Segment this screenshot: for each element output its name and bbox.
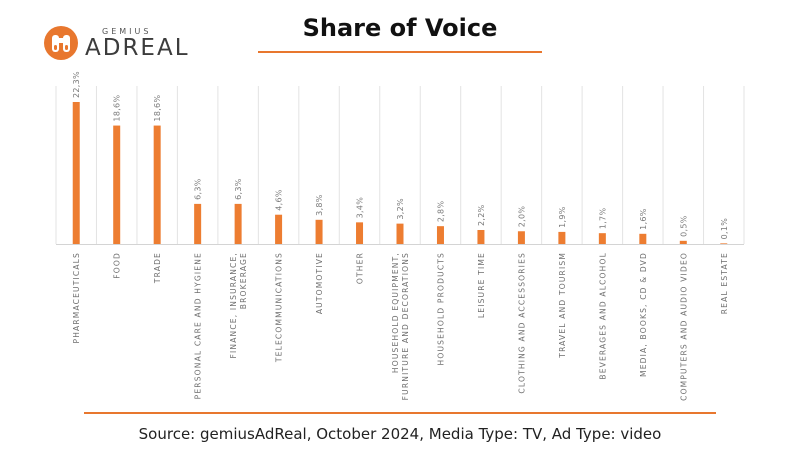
data-label: 18,6%	[113, 95, 122, 122]
category-label: BROKERAGE	[239, 252, 248, 309]
bar	[477, 229, 485, 244]
bar	[558, 231, 566, 244]
source-text: Source: gemiusAdReal, October 2024, Medi…	[138, 425, 662, 443]
category-label: FINANCE, INSURANCE,	[229, 252, 238, 359]
data-label: 2,8%	[436, 201, 445, 223]
title-underline	[258, 51, 542, 53]
bar	[639, 233, 647, 244]
data-label: 0,1%	[720, 218, 729, 240]
logo-small-text: GEMIUS	[102, 27, 152, 36]
data-label: 0,5%	[679, 215, 688, 237]
category-label: COMPUTERS AND AUDIO VIDEO	[679, 252, 688, 401]
category-label: AUTOMOTIVE	[315, 252, 324, 314]
bar	[396, 223, 404, 244]
data-label: 2,0%	[517, 206, 526, 228]
binoculars-icon	[44, 26, 78, 60]
category-label: HOUSEHOLD EQUIPMENT,	[391, 252, 400, 373]
bar	[194, 203, 202, 244]
bar	[356, 222, 364, 244]
bar	[517, 231, 525, 244]
data-label: 22,3%	[72, 71, 81, 98]
bar	[113, 125, 121, 244]
data-label: 6,3%	[194, 178, 203, 200]
data-label: 1,7%	[598, 208, 607, 230]
category-label: PERSONAL CARE AND HYGIENE	[194, 252, 203, 399]
data-label: 18,6%	[153, 95, 162, 122]
chart-title: Share of Voice	[302, 14, 498, 42]
logo-big-text: ADREAL	[85, 35, 190, 61]
data-label: 3,4%	[356, 197, 365, 219]
bar	[275, 214, 283, 244]
data-label: 1,6%	[639, 208, 648, 230]
data-label: 1,9%	[558, 206, 567, 228]
category-label: CLOTHING AND ACCESSORIES	[517, 252, 526, 394]
data-label: 3,2%	[396, 198, 405, 220]
category-label: REAL ESTATE	[720, 252, 729, 314]
category-label: OTHER	[356, 252, 365, 284]
category-label: FURNITURE AND DECORATIONS	[401, 252, 410, 400]
gemius-adreal-logo: GEMIUS ADREAL	[44, 24, 194, 64]
data-label: 2,2%	[477, 204, 486, 226]
data-label: 3,8%	[315, 194, 324, 216]
source-rule	[84, 412, 716, 414]
category-label: HOUSEHOLD PRODUCTS	[436, 252, 445, 366]
data-label: 6,3%	[234, 178, 243, 200]
category-label: LEISURE TIME	[477, 252, 486, 318]
bar	[720, 243, 728, 244]
data-label: 4,6%	[275, 189, 284, 211]
category-label: TRADE	[153, 252, 162, 284]
category-label: TELECOMMUNICATIONS	[275, 252, 284, 363]
bar	[153, 125, 161, 244]
bar	[436, 226, 444, 244]
category-label: TRAVEL AND TOURISM	[558, 252, 567, 359]
category-label: FOOD	[113, 252, 122, 279]
bar-chart: 22,3% PHARMACEUTICALS 18,6% FOOD 18,6% TRADE 6…	[55, 71, 745, 401]
bar	[679, 240, 687, 244]
bar	[234, 203, 242, 244]
category-label: PHARMACEUTICALS	[72, 252, 81, 344]
bar	[315, 219, 323, 244]
bar	[598, 233, 606, 244]
category-label: MEDIA, BOOKS, CD & DVD	[639, 252, 648, 377]
category-label: BEVERAGES AND ALCOHOL	[598, 252, 607, 380]
bar	[72, 102, 80, 244]
